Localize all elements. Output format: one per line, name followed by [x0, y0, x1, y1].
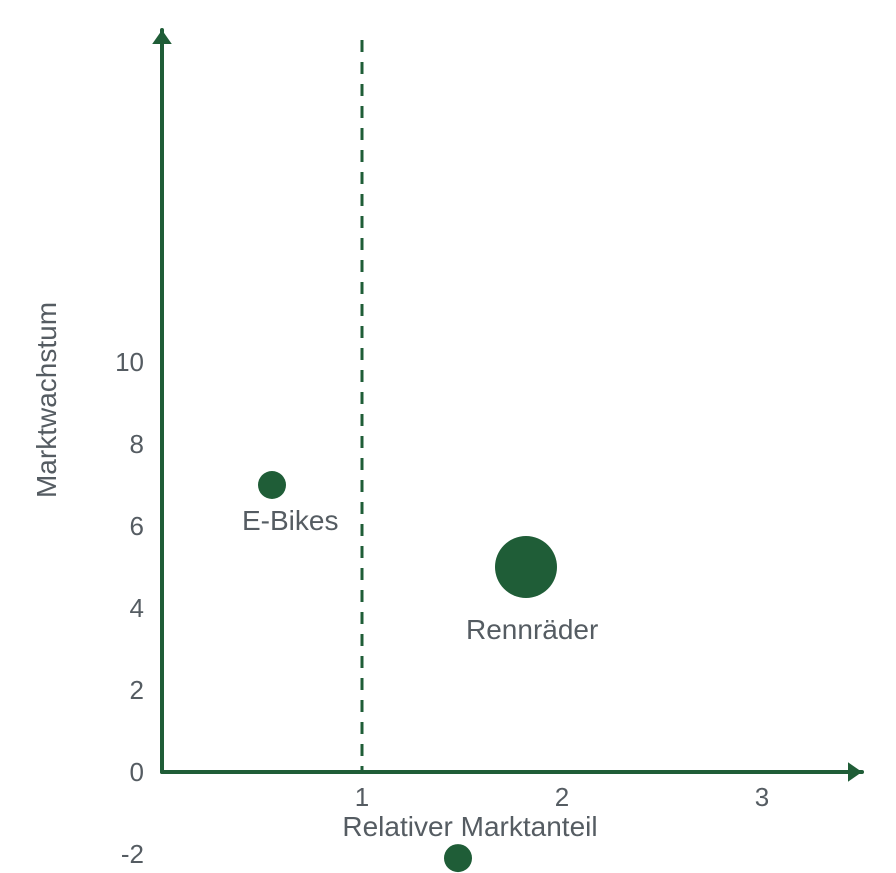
y-tick-label: 8 [130, 429, 144, 459]
y-tick-label: 2 [130, 675, 144, 705]
bubble-label: Rennräder [466, 614, 598, 645]
bubble [258, 471, 286, 499]
y-tick-label: 0 [130, 757, 144, 787]
x-tick-label: 3 [755, 782, 769, 812]
y-tick-label: -2 [121, 839, 144, 869]
bubble [495, 536, 557, 598]
y-tick-label: 6 [130, 511, 144, 541]
chart-svg: 123-6-4-20246810Relativer MarktanteilMar… [0, 0, 896, 873]
bubble [444, 844, 472, 872]
y-tick-label: 4 [130, 593, 144, 623]
y-axis-label: Marktwachstum [31, 302, 62, 498]
x-axis-label: Relativer Marktanteil [342, 811, 597, 842]
bcg-bubble-chart: 123-6-4-20246810Relativer MarktanteilMar… [0, 0, 896, 873]
x-tick-label: 1 [355, 782, 369, 812]
bubble-label: E-Bikes [242, 505, 338, 536]
y-tick-label: 10 [115, 347, 144, 377]
x-tick-label: 2 [555, 782, 569, 812]
